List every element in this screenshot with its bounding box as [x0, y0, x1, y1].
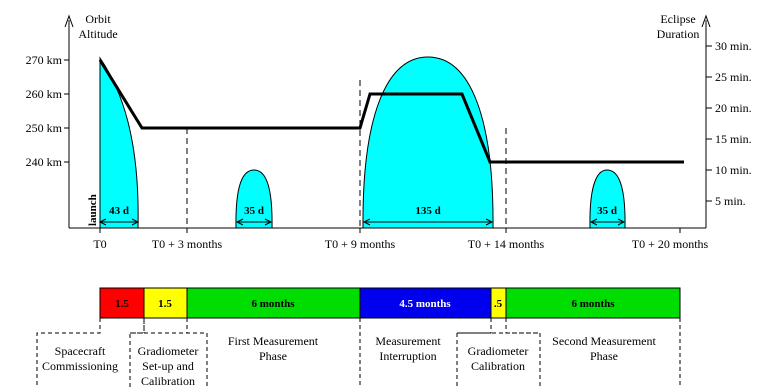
x-tick-14m: T0 + 14 months — [468, 237, 545, 251]
phase-label-1-line2: Commissioning — [42, 359, 118, 373]
phase-4-duration: 4.5 months — [399, 298, 451, 310]
phase-segment-1 — [99, 287, 145, 319]
duration-arrow-2 — [235, 218, 273, 226]
phase-label-3-line2: Phase — [259, 349, 287, 363]
eclipse-lobe-3 — [362, 56, 494, 229]
right-axis-title-2: Duration — [657, 27, 700, 41]
phase-bar — [99, 287, 681, 319]
phase-label-1-line1: Spacecraft — [55, 344, 106, 358]
eclipse-lobe-2 — [235, 169, 273, 229]
left-axis-title-2: Altitude — [78, 27, 117, 41]
phase-label-5-line1: Gradiometer — [468, 344, 529, 358]
left-tick-270: 270 km — [26, 53, 63, 67]
phase-label-2-line2: Set-up and — [142, 359, 194, 373]
phase-segment-4 — [359, 287, 492, 319]
x-tick-3m: T0 + 3 months — [152, 237, 223, 251]
phase-segment-6 — [505, 287, 681, 319]
phase-2-duration: 1.5 — [158, 298, 172, 310]
eclipse-lobe-1 — [99, 56, 139, 229]
left-axis-arrow — [64, 14, 74, 28]
x-tick-20m: T0 + 20 months — [632, 237, 709, 251]
left-tick-260: 260 km — [26, 87, 63, 101]
eclipse-lobe-4 — [589, 169, 626, 229]
right-tick-15: 15 min. — [715, 132, 752, 146]
right-axis-ticks — [706, 45, 712, 202]
launch-label: launch — [87, 194, 99, 226]
phase-label-2-line3: Calibration — [141, 374, 195, 387]
phase-label-3-line1: First Measurement — [228, 334, 319, 348]
phase-6-duration: 6 months — [571, 298, 615, 310]
altitude-profile-line — [98, 59, 684, 164]
duration-arrow-4 — [589, 218, 626, 226]
phase-label-2-line1: Gradiometer — [138, 344, 199, 358]
right-axis-title-1: Eclipse — [660, 12, 695, 26]
phase-5-duration: .5 — [494, 298, 503, 310]
left-axis-ticks — [64, 59, 69, 163]
phase-label-boxes — [36, 318, 681, 387]
left-axis-title-1: Orbit — [85, 12, 111, 26]
phase-label-6-line2: Phase — [590, 349, 618, 363]
left-tick-240: 240 km — [26, 155, 63, 169]
x-tick-9m: T0 + 9 months — [325, 237, 396, 251]
phase-label-6-line1: Second Measurement — [552, 334, 656, 348]
phase-segment-3 — [186, 287, 361, 319]
right-tick-30: 30 min. — [715, 39, 752, 53]
season-1-duration: 43 d — [109, 205, 129, 217]
x-tick-t0: T0 — [93, 237, 106, 251]
season-2-duration: 35 d — [244, 205, 264, 217]
x-axis-ticks — [99, 228, 681, 233]
duration-arrow-1 — [98, 218, 140, 226]
right-axis-arrow — [701, 14, 711, 28]
phase-label-5-line2: Calibration — [471, 359, 525, 373]
phase-label-4-line1: Measurement — [375, 334, 441, 348]
duration-arrow-3 — [362, 218, 494, 226]
left-tick-250: 250 km — [26, 121, 63, 135]
season-4-duration: 35 d — [597, 205, 617, 217]
phase-1-duration: 1.5 — [115, 298, 129, 310]
season-3-duration: 135 d — [415, 205, 440, 217]
right-tick-5: 5 min. — [715, 194, 746, 208]
right-tick-10: 10 min. — [715, 163, 752, 177]
phase-3-duration: 6 months — [251, 298, 295, 310]
right-tick-25: 25 min. — [715, 70, 752, 84]
right-tick-20: 20 min. — [715, 101, 752, 115]
phase-label-4-line2: Interruption — [379, 349, 436, 363]
